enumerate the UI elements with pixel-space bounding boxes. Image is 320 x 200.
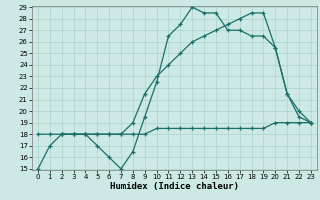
X-axis label: Humidex (Indice chaleur): Humidex (Indice chaleur): [110, 182, 239, 191]
